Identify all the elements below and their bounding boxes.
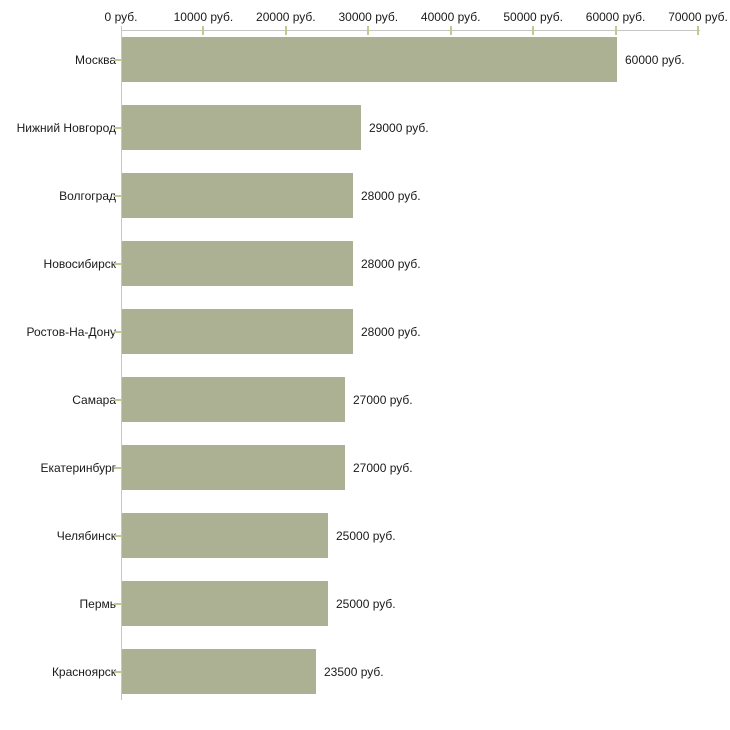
bar-8 [122,513,328,558]
y-tick-mark [114,602,121,605]
x-tick-label: 60000 руб. [585,10,646,24]
bar-value-label: 27000 руб. [353,392,413,407]
y-tick-mark [114,466,121,469]
bar-value-label: 28000 руб. [361,188,421,203]
y-tick-mark [114,534,121,537]
category-label: Челябинск [56,528,116,543]
bar-value-label: 23500 руб. [324,664,384,679]
category-label: Нижний Новгород [16,120,116,135]
bar-5 [122,309,353,354]
x-tick-mark [532,26,535,35]
y-tick-mark [114,398,121,401]
y-tick-mark [114,330,121,333]
category-label: Новосибирск [43,256,116,271]
x-tick-mark [697,26,699,35]
x-tick-mark [614,26,617,35]
x-tick-mark [449,26,452,35]
y-tick-mark [114,262,121,265]
bar-value-label: 28000 руб. [361,324,421,339]
bar-3 [122,173,353,218]
bar-1 [122,37,617,82]
x-tick-label: 40000 руб. [420,10,481,24]
x-tick-label: 70000 руб. [668,10,728,24]
x-tick-label: 50000 руб. [503,10,563,24]
category-label: Ростов-На-Дону [26,324,116,339]
bar-value-label: 28000 руб. [361,256,421,271]
x-tick-label: 10000 руб. [173,10,234,24]
category-label: Пермь [79,596,116,611]
bar-value-label: 25000 руб. [336,596,396,611]
category-label: Екатеринбург [40,460,117,475]
x-tick-mark [202,26,205,35]
y-axis-line [121,26,122,700]
y-tick-mark [114,194,121,197]
bar-4 [122,241,353,286]
x-tick-label: 30000 руб. [338,10,399,24]
x-axis-line [121,30,700,31]
y-tick-mark [114,126,121,129]
bar-10 [122,649,316,694]
category-label: Красноярск [51,664,116,679]
category-label: Самара [72,392,116,407]
y-tick-mark [114,58,121,61]
bar-value-label: 60000 руб. [625,52,685,67]
y-tick-mark [114,670,121,673]
bar-7 [122,445,345,490]
category-label: Волгоград [59,188,116,203]
x-tick-mark [367,26,370,35]
bar-value-label: 25000 руб. [336,528,396,543]
category-label: Москва [75,52,116,67]
bar-value-label: 27000 руб. [353,460,413,475]
bar-2 [122,105,361,150]
x-tick-label: 0 руб. [104,10,138,24]
x-tick-mark [284,26,287,35]
bar-value-label: 29000 руб. [369,120,429,135]
bar-6 [122,377,345,422]
bar-9 [122,581,328,626]
x-tick-label: 20000 руб. [256,10,316,24]
